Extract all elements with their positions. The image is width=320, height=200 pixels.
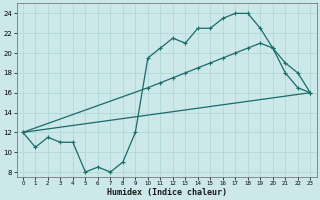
X-axis label: Humidex (Indice chaleur): Humidex (Indice chaleur) — [107, 188, 227, 197]
